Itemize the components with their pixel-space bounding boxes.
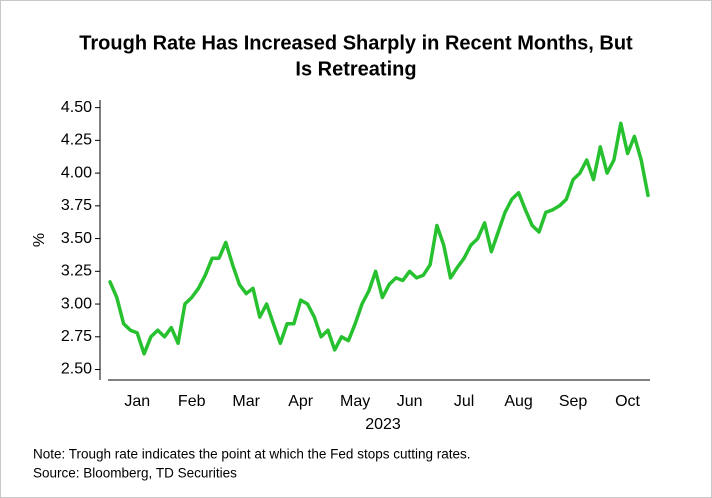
- x-tick-label: Apr: [288, 393, 314, 410]
- chart-subtitle: Is Retreating: [295, 58, 416, 80]
- x-tick-label: Jan: [124, 393, 150, 410]
- y-tick-label: 3.00: [61, 295, 92, 312]
- x-tick-label: Oct: [615, 393, 640, 410]
- x-tick-label: Jun: [397, 393, 423, 410]
- y-tick-label: 3.25: [61, 263, 92, 280]
- chart-title: Trough Rate Has Increased Sharply in Rec…: [79, 32, 633, 54]
- y-tick-label: 4.50: [61, 99, 92, 116]
- x-tick-label: Aug: [504, 393, 532, 410]
- x-tick-label: Jul: [454, 393, 474, 410]
- x-tick-label: Feb: [178, 393, 206, 410]
- y-tick-label: 2.75: [61, 328, 92, 345]
- y-tick-label: 2.50: [61, 361, 92, 378]
- x-tick-label: Mar: [232, 393, 260, 410]
- y-axis-label: %: [31, 233, 48, 247]
- line-series: [108, 121, 650, 356]
- source: Source: Bloomberg, TD Securities: [33, 466, 237, 481]
- y-tick-label: 4.00: [61, 164, 92, 181]
- y-tick-label: 4.25: [61, 132, 92, 149]
- note: Note: Trough rate indicates the point at…: [33, 447, 471, 462]
- y-tick-label: 3.75: [61, 197, 92, 214]
- x-tick-label: Sep: [559, 393, 588, 410]
- y-tick-label: 3.50: [61, 230, 92, 247]
- x-axis-label: 2023: [365, 416, 401, 433]
- x-tick-label: May: [340, 393, 370, 410]
